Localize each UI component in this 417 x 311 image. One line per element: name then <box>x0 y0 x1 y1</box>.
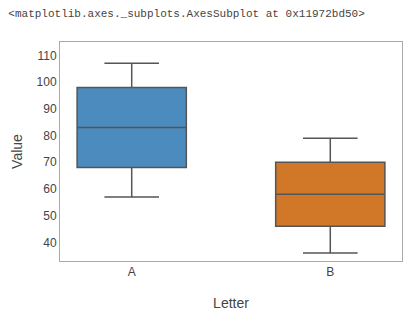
svg-text:B: B <box>326 265 334 279</box>
svg-text:70: 70 <box>43 155 57 169</box>
svg-text:40: 40 <box>43 236 57 250</box>
svg-text:A: A <box>128 265 136 279</box>
svg-text:80: 80 <box>43 129 57 143</box>
svg-text:50: 50 <box>43 209 57 223</box>
svg-text:Letter: Letter <box>213 295 249 311</box>
svg-text:110: 110 <box>37 49 56 63</box>
svg-text:90: 90 <box>43 102 57 116</box>
svg-text:<matplotlib.axes._subplots.Axe: <matplotlib.axes._subplots.AxesSubplot a… <box>8 8 364 20</box>
svg-text:Value: Value <box>9 134 25 169</box>
svg-text:100: 100 <box>37 75 57 89</box>
svg-text:60: 60 <box>43 182 57 196</box>
